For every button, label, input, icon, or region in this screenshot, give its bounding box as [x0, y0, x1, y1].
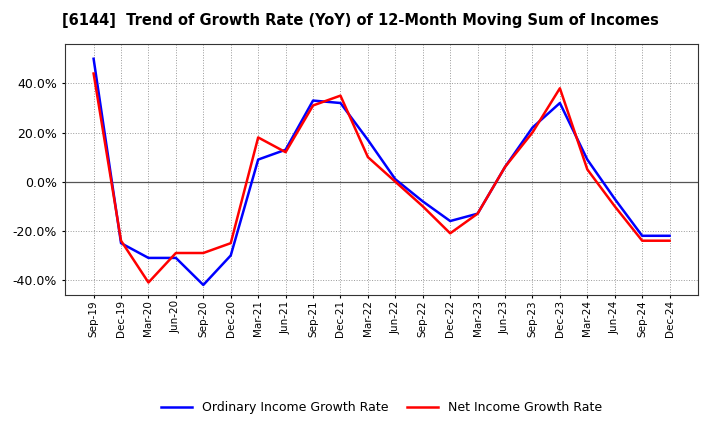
Ordinary Income Growth Rate	[391, 176, 400, 182]
Ordinary Income Growth Rate	[254, 157, 263, 162]
Line: Ordinary Income Growth Rate: Ordinary Income Growth Rate	[94, 59, 670, 285]
Net Income Growth Rate	[282, 150, 290, 155]
Net Income Growth Rate	[611, 204, 619, 209]
Net Income Growth Rate	[418, 204, 427, 209]
Legend: Ordinary Income Growth Rate, Net Income Growth Rate: Ordinary Income Growth Rate, Net Income …	[156, 396, 608, 419]
Net Income Growth Rate	[556, 86, 564, 91]
Ordinary Income Growth Rate	[500, 164, 509, 169]
Ordinary Income Growth Rate	[665, 233, 674, 238]
Ordinary Income Growth Rate	[89, 56, 98, 62]
Ordinary Income Growth Rate	[336, 100, 345, 106]
Net Income Growth Rate	[144, 280, 153, 285]
Ordinary Income Growth Rate	[638, 233, 647, 238]
Net Income Growth Rate	[336, 93, 345, 98]
Net Income Growth Rate	[309, 103, 318, 108]
Net Income Growth Rate	[473, 211, 482, 216]
Net Income Growth Rate	[446, 231, 454, 236]
Net Income Growth Rate	[117, 238, 125, 243]
Ordinary Income Growth Rate	[199, 282, 207, 288]
Ordinary Income Growth Rate	[583, 157, 592, 162]
Net Income Growth Rate	[199, 250, 207, 256]
Net Income Growth Rate	[528, 130, 537, 135]
Ordinary Income Growth Rate	[611, 196, 619, 202]
Net Income Growth Rate	[665, 238, 674, 243]
Ordinary Income Growth Rate	[364, 137, 372, 143]
Text: [6144]  Trend of Growth Rate (YoY) of 12-Month Moving Sum of Incomes: [6144] Trend of Growth Rate (YoY) of 12-…	[62, 13, 658, 28]
Net Income Growth Rate	[583, 167, 592, 172]
Net Income Growth Rate	[638, 238, 647, 243]
Ordinary Income Growth Rate	[528, 125, 537, 130]
Ordinary Income Growth Rate	[282, 147, 290, 152]
Ordinary Income Growth Rate	[226, 253, 235, 258]
Net Income Growth Rate	[226, 241, 235, 246]
Net Income Growth Rate	[254, 135, 263, 140]
Net Income Growth Rate	[89, 71, 98, 76]
Net Income Growth Rate	[364, 154, 372, 160]
Net Income Growth Rate	[500, 164, 509, 169]
Ordinary Income Growth Rate	[418, 199, 427, 204]
Ordinary Income Growth Rate	[117, 241, 125, 246]
Line: Net Income Growth Rate: Net Income Growth Rate	[94, 73, 670, 282]
Ordinary Income Growth Rate	[309, 98, 318, 103]
Net Income Growth Rate	[171, 250, 180, 256]
Ordinary Income Growth Rate	[144, 255, 153, 260]
Ordinary Income Growth Rate	[556, 100, 564, 106]
Ordinary Income Growth Rate	[446, 218, 454, 224]
Ordinary Income Growth Rate	[171, 255, 180, 260]
Ordinary Income Growth Rate	[473, 211, 482, 216]
Net Income Growth Rate	[391, 179, 400, 184]
